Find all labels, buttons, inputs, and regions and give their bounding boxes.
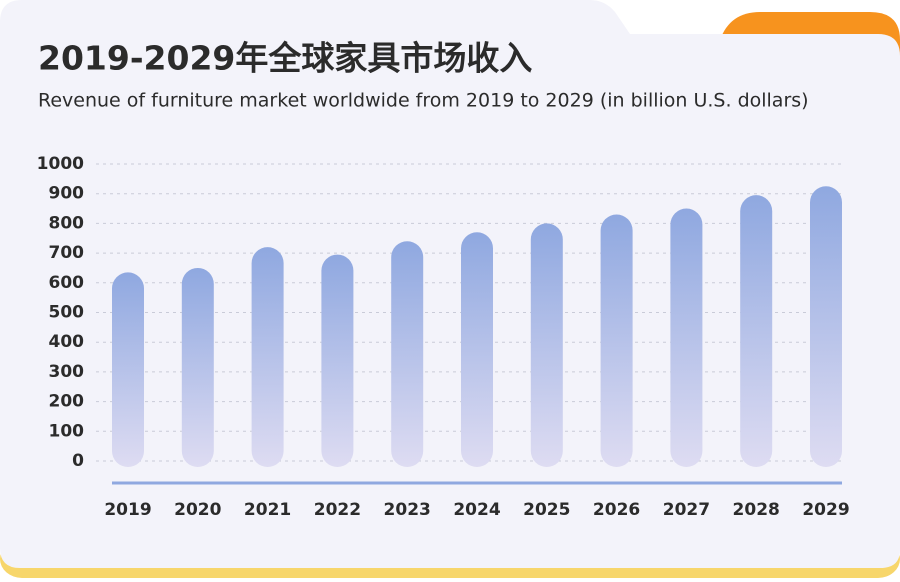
x-tick-label: 2020 xyxy=(174,500,221,520)
y-tick-label: 600 xyxy=(49,273,85,293)
x-tick-label: 2029 xyxy=(802,500,849,520)
chart-subtitle: Revenue of furniture market worldwide fr… xyxy=(38,90,809,112)
y-tick-label: 900 xyxy=(49,184,85,204)
bar xyxy=(321,254,354,467)
bar xyxy=(391,241,424,467)
bar xyxy=(740,195,773,467)
x-tick-label: 2026 xyxy=(593,500,640,520)
x-tick-label: 2028 xyxy=(733,500,780,520)
y-tick-label: 500 xyxy=(49,303,85,323)
bar xyxy=(600,214,633,467)
bar xyxy=(251,247,284,467)
y-tick-label: 200 xyxy=(49,392,85,412)
chart-title: 2019-2029年全球家具市场收入 xyxy=(38,39,532,78)
bar xyxy=(670,208,703,468)
x-tick-label: 2021 xyxy=(244,500,291,520)
x-tick-label: 2023 xyxy=(384,500,431,520)
y-tick-label: 1000 xyxy=(37,154,84,174)
x-tick-label: 2027 xyxy=(663,500,710,520)
y-tick-label: 800 xyxy=(49,213,85,233)
x-tick-label: 2019 xyxy=(104,500,151,520)
bar xyxy=(461,232,493,467)
y-tick-label: 400 xyxy=(49,332,85,352)
x-tick-label: 2022 xyxy=(314,500,361,520)
x-tick-label: 2025 xyxy=(523,500,570,520)
bar xyxy=(530,223,563,467)
y-tick-label: 0 xyxy=(72,451,84,471)
y-tick-label: 700 xyxy=(49,243,85,263)
y-tick-label: 100 xyxy=(49,421,85,441)
x-tick-label: 2024 xyxy=(453,500,500,520)
bar xyxy=(112,272,144,467)
bar xyxy=(810,186,842,467)
bar xyxy=(181,267,214,467)
y-tick-label: 300 xyxy=(49,362,85,382)
